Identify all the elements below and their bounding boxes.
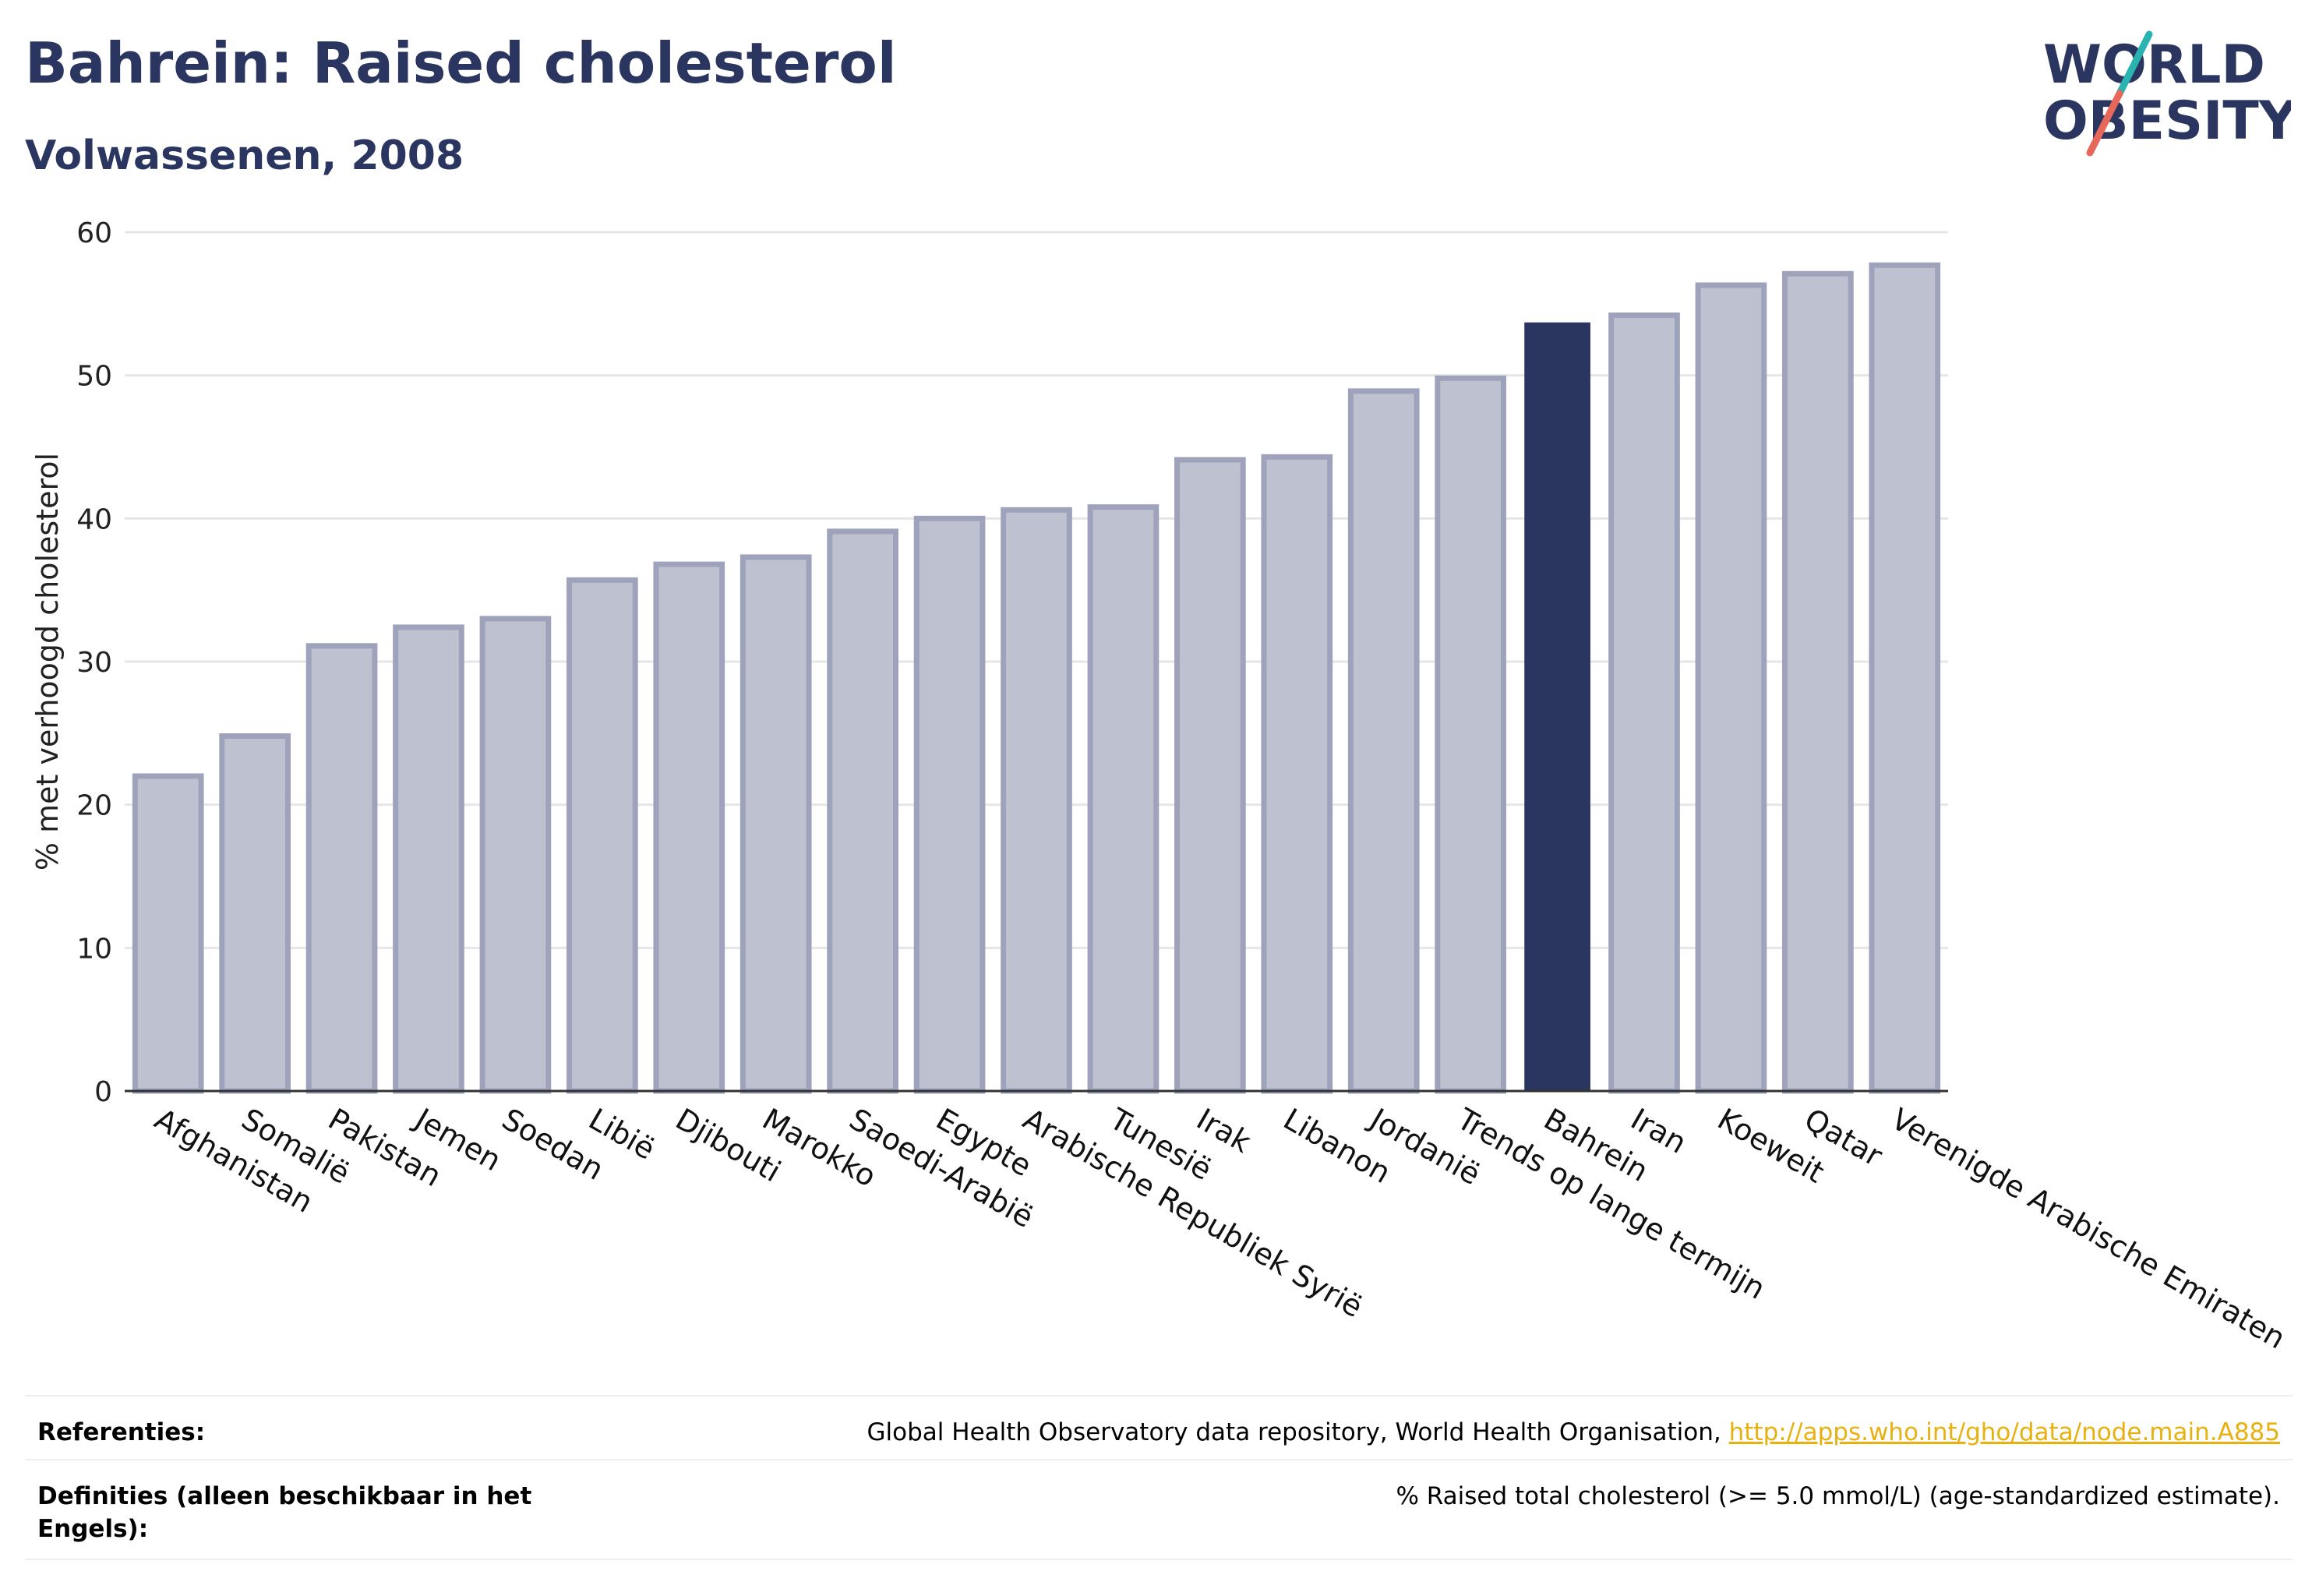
y-tick-label: 40 <box>76 503 112 535</box>
y-tick-label: 0 <box>94 1076 112 1108</box>
bar <box>1695 282 1767 1094</box>
bar <box>1869 262 1941 1094</box>
world-obesity-logo: WORLD OBESITY <box>2043 30 2291 157</box>
chart-title: Bahrein: Raised cholesterol <box>25 30 897 96</box>
bar <box>1174 457 1246 1094</box>
bar <box>567 577 638 1094</box>
logo-line-1: WORLD <box>2043 34 2265 96</box>
references-label: Referenties: <box>37 1418 206 1446</box>
logo-slash-top <box>2116 30 2153 97</box>
references-row: Referenties: Global Health Observatory d… <box>25 1396 2293 1460</box>
bar <box>219 733 291 1094</box>
y-tick-label: 20 <box>76 790 112 822</box>
bar <box>913 515 986 1094</box>
y-tick-label: 10 <box>76 933 112 965</box>
x-tick-label: Verenigde Arabische Emiraten <box>1886 1102 2291 1356</box>
logo-slash-bottom <box>2086 90 2123 157</box>
y-axis-title: % met verhoogd cholesterol <box>30 453 65 870</box>
bar <box>1782 270 1854 1094</box>
bar <box>132 773 204 1094</box>
bar <box>827 528 898 1094</box>
definitions-label: Definities (alleen beschikbaar in het En… <box>37 1482 532 1543</box>
logo-line-2: OBESITY <box>2043 90 2291 152</box>
bar <box>1608 312 1680 1094</box>
bar <box>1524 322 1590 1092</box>
bar <box>1001 507 1072 1094</box>
bar <box>305 643 378 1094</box>
bar <box>1347 388 1420 1094</box>
definitions-row: Definities (alleen beschikbaar in het En… <box>25 1460 2293 1560</box>
bar <box>1261 454 1333 1094</box>
bar <box>740 554 812 1094</box>
references-table: Referenties: Global Health Observatory d… <box>25 1395 2293 1560</box>
references-source-link[interactable]: http://apps.who.int/gho/data/node.main.A… <box>1728 1418 2280 1446</box>
y-tick-label: 30 <box>76 647 112 679</box>
y-tick-label: 50 <box>76 361 112 393</box>
bar <box>1087 504 1160 1094</box>
bar <box>653 561 725 1094</box>
bar <box>1435 375 1506 1094</box>
chart-subtitle: Volwassenen, 2008 <box>25 132 464 179</box>
bar <box>393 624 464 1094</box>
references-source-text: Global Health Observatory data repositor… <box>867 1418 1729 1446</box>
y-tick-label: 60 <box>76 217 112 249</box>
bar <box>479 616 552 1094</box>
references-value: Global Health Observatory data repositor… <box>867 1417 2280 1449</box>
definitions-value: % Raised total cholesterol (>= 5.0 mmol/… <box>1396 1482 2280 1510</box>
